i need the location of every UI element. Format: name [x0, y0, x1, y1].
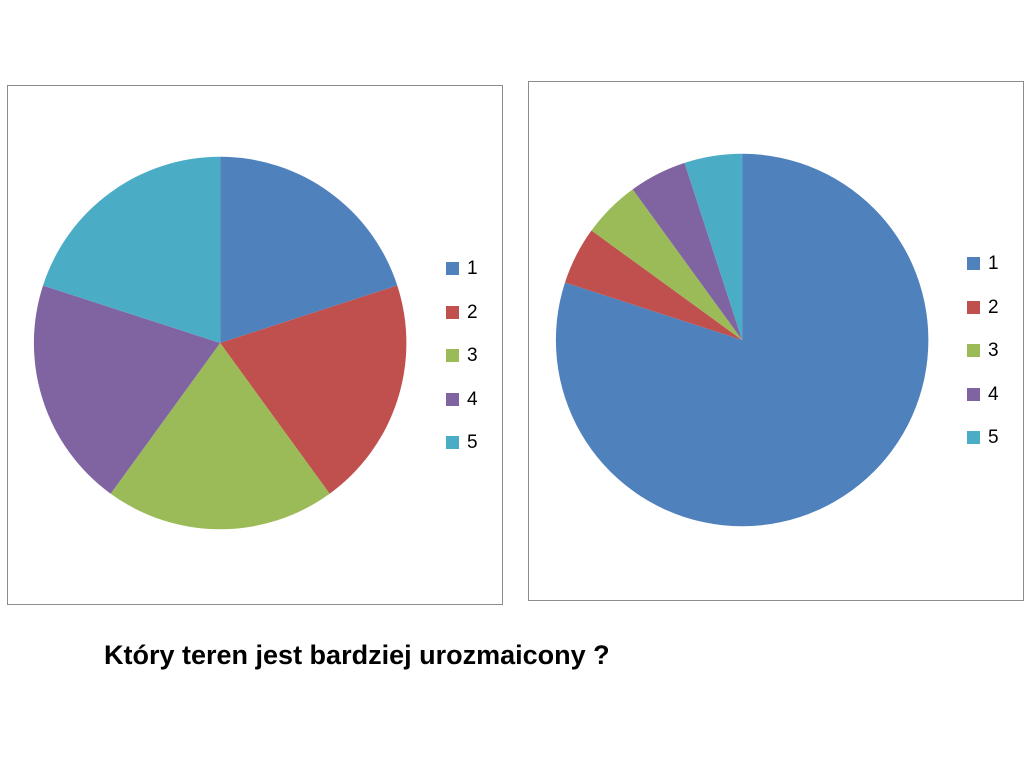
legend-left-item-5: 5: [446, 421, 478, 465]
legend-left-label-4: 4: [467, 388, 478, 410]
pie-chart-right: 1 2 3 4 5: [528, 81, 1024, 601]
legend-right-swatch-5: [967, 431, 980, 445]
pie-left-slice-1: [220, 156, 398, 344]
legend-left-item-1: 1: [446, 247, 478, 291]
pie-chart-left: 1 2 3 4 5: [7, 85, 503, 605]
legend-left-label-1: 1: [467, 258, 478, 280]
legend-right-swatch-1: [967, 257, 980, 271]
legend-left-label-5: 5: [467, 432, 478, 454]
legend-right-item-1: 1: [967, 242, 999, 286]
legend-right-swatch-3: [967, 344, 980, 358]
pie-right-slice-2: [565, 230, 743, 341]
pie-left-slice-5: [43, 156, 221, 344]
legend-left-swatch-2: [446, 305, 459, 319]
legend-left-swatch-4: [446, 392, 459, 406]
legend-left-swatch-3: [446, 349, 459, 363]
legend-right-item-2: 2: [967, 286, 999, 330]
pie-left-slice-3: [110, 343, 330, 530]
legend-left: 1 2 3 4 5: [446, 247, 478, 465]
legend-right-item-3: 3: [967, 329, 999, 373]
legend-left-swatch-1: [446, 262, 459, 276]
legend-right-swatch-2: [967, 300, 980, 314]
pie-right-slice-3: [591, 189, 743, 341]
legend-left-item-3: 3: [446, 334, 478, 378]
pie-chart-right-plot: [555, 153, 929, 527]
pie-right-slice-5: [684, 153, 743, 341]
legend-left-item-2: 2: [446, 291, 478, 335]
legend-right-label-4: 4: [988, 383, 999, 405]
legend-right-swatch-4: [967, 387, 980, 401]
pie-left-slice-4: [33, 285, 221, 494]
legend-right-label-3: 3: [988, 340, 999, 362]
legend-right: 1 2 3 4 5: [967, 242, 999, 460]
pie-right-slice-1: [555, 153, 929, 527]
legend-right-label-2: 2: [988, 296, 999, 318]
pie-right-slice-4: [632, 162, 743, 341]
legend-right-label-5: 5: [988, 427, 999, 449]
legend-right-item-5: 5: [967, 416, 999, 460]
legend-left-item-4: 4: [446, 378, 478, 422]
question-text: Który teren jest bardziej urozmaicony ?: [104, 640, 610, 670]
legend-right-label-1: 1: [988, 253, 999, 275]
pie-left-slice-2: [220, 285, 407, 494]
pie-chart-left-plot: [33, 156, 407, 530]
legend-left-label-2: 2: [467, 301, 478, 323]
legend-left-label-3: 3: [467, 345, 478, 367]
legend-left-swatch-5: [446, 436, 459, 450]
legend-right-item-4: 4: [967, 373, 999, 417]
